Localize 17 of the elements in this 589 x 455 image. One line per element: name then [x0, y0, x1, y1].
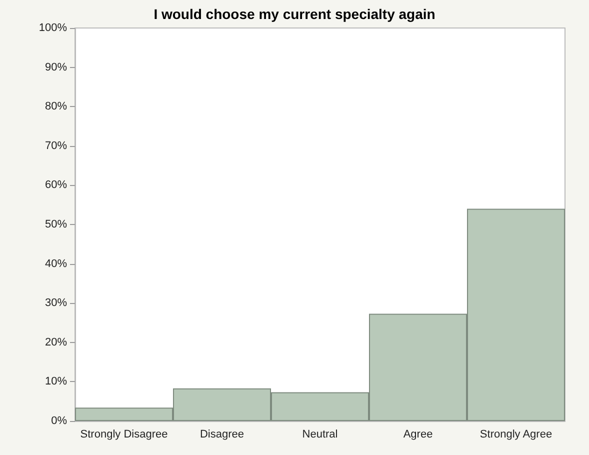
y-tick-label: 70% — [44, 140, 68, 152]
y-tick-label: 80% — [44, 100, 68, 113]
y-tick-label: 30% — [44, 297, 68, 310]
y-tick-label: 60% — [44, 179, 68, 192]
chart-title: I would choose my current specialty again — [154, 6, 436, 22]
x-tick-label: Neutral — [302, 428, 338, 440]
x-tick-label: Disagree — [200, 428, 244, 440]
y-tick-label: 20% — [44, 336, 68, 348]
y-tick-label: 40% — [44, 258, 68, 270]
y-tick-label: 90% — [44, 61, 68, 74]
x-tick-label: Strongly Agree — [480, 428, 552, 440]
y-tick-label: 50% — [44, 218, 68, 230]
x-tick-label: Strongly Disagree — [80, 428, 168, 440]
y-tick-label: 10% — [44, 376, 68, 388]
y-tick-label: 0% — [51, 415, 68, 427]
y-tick-label: 100% — [38, 22, 68, 34]
x-tick-label: Agree — [403, 428, 433, 440]
